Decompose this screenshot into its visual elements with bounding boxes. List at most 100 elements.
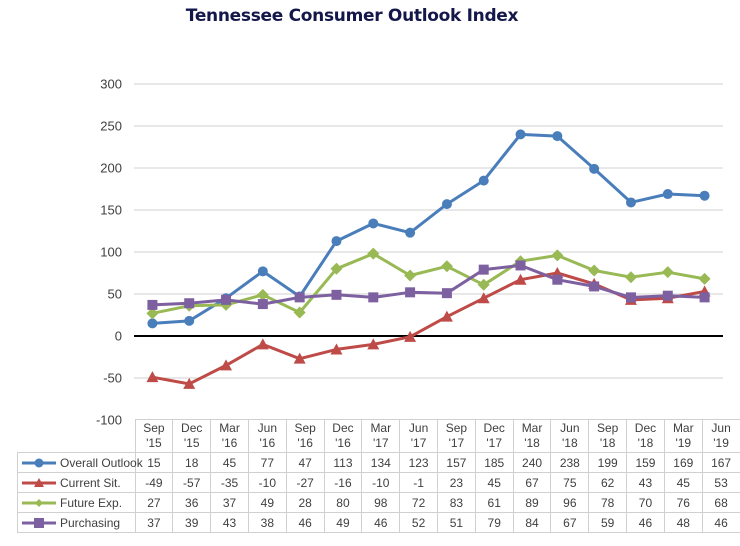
data-point-future-exp [477, 278, 490, 291]
data-point-future-exp [698, 272, 711, 285]
y-tick-label: -50 [103, 371, 122, 386]
data-label: 96 [550, 492, 590, 513]
data-label: 37 [134, 512, 174, 533]
x-tick-label: Mar '19 [663, 419, 703, 453]
y-tick-label: 150 [100, 203, 122, 218]
data-point-purchasing [478, 264, 489, 275]
data-point-future-exp [404, 269, 417, 282]
x-tick-year: '16 [259, 436, 276, 450]
legend-entry: Purchasing [17, 512, 136, 533]
data-label: 49 [323, 512, 363, 533]
x-tick-year: '15 [146, 436, 162, 450]
chart-title: Tennessee Consumer Outlook Index [185, 6, 519, 26]
series-line-overall-outlook [152, 132, 705, 325]
data-label: 62 [588, 472, 628, 493]
data-label: 18 [172, 452, 212, 473]
data-label: 123 [399, 452, 438, 473]
data-label: 28 [285, 492, 325, 513]
x-tick-year: '17 [372, 436, 389, 450]
data-label: 48 [663, 512, 703, 533]
data-label: 36 [172, 492, 212, 513]
x-tick-month: Dec [332, 421, 354, 435]
legend-label: Current Sit. [60, 475, 121, 490]
data-point-overall-outlook [515, 129, 526, 140]
y-tick-label: 100 [100, 245, 122, 260]
data-point-purchasing [184, 298, 195, 309]
data-label: 72 [399, 492, 438, 513]
series-line-future-exp [152, 252, 705, 315]
data-point-current-sit [183, 377, 196, 389]
x-tick-month: Dec [483, 421, 505, 435]
data-label: 185 [474, 452, 514, 473]
data-label: 80 [323, 492, 363, 513]
x-tick-month: Jun [408, 421, 429, 435]
table-header-row: Sep '15 Dec '15 Mar '16 Jun '16 Sep '16 Dec '16 Mar '… [18, 419, 740, 453]
data-label: 46 [701, 512, 740, 533]
data-label: 76 [663, 492, 703, 513]
x-tick-label: Jun '17 [399, 419, 438, 453]
data-label: 169 [663, 452, 703, 473]
x-tick-label: Dec '18 [626, 419, 665, 453]
data-point-purchasing [147, 299, 158, 310]
x-tick-month: Dec [634, 421, 657, 435]
data-label: 37 [210, 492, 249, 513]
legend-entry: Current Sit. [17, 472, 136, 493]
data-label: 70 [626, 492, 665, 513]
x-tick-month: Jun [711, 421, 731, 435]
x-tick-label: Dec '15 [172, 419, 212, 453]
legend-marker [34, 478, 44, 488]
data-label: 53 [701, 472, 740, 493]
data-label: 45 [210, 452, 249, 473]
data-label: 78 [588, 492, 628, 513]
data-point-current-sit [477, 292, 490, 304]
data-label: 46 [626, 512, 665, 533]
x-tick-month: Sep [445, 421, 468, 435]
gridlines [134, 83, 723, 379]
data-label: 98 [361, 492, 401, 513]
x-tick-label: Jun '16 [247, 419, 287, 453]
legend-label: Purchasing [60, 515, 121, 530]
data-label: -35 [210, 472, 249, 493]
legend-label: Overall Outlook [60, 455, 143, 470]
x-tick-year: '16 [297, 436, 313, 450]
y-axis-ticks: -100 -50 0 50 100 150 200 250 300 [96, 77, 122, 428]
x-tick-year: '17 [410, 436, 427, 450]
data-point-purchasing [257, 299, 268, 310]
x-tick-year: '15 [183, 436, 200, 450]
legend-entry: Future Exp. [17, 492, 136, 513]
data-point-overall-outlook [441, 199, 452, 210]
x-tick-month: Mar [672, 421, 694, 435]
data-point-purchasing [662, 290, 673, 301]
x-tick-year: '17 [448, 436, 465, 450]
data-point-purchasing [294, 292, 305, 303]
data-point-overall-outlook [478, 175, 489, 186]
legend-key-square-icon [22, 518, 56, 529]
data-point-current-sit [220, 359, 233, 371]
data-point-overall-outlook [699, 190, 710, 201]
x-tick-year: '19 [713, 436, 729, 450]
data-label: 51 [437, 512, 476, 533]
data-label: 75 [550, 472, 590, 493]
data-label: 45 [663, 472, 703, 493]
data-point-purchasing [589, 281, 600, 292]
x-tick-label: Jun '18 [550, 419, 590, 453]
x-tick-month: Jun [257, 421, 278, 435]
data-point-overall-outlook [331, 236, 342, 247]
legend-key-diamond-icon [22, 499, 56, 508]
series-line-purchasing [152, 263, 705, 307]
data-point-future-exp [440, 260, 453, 273]
x-tick-label: Dec '16 [323, 419, 363, 453]
data-point-current-sit [146, 371, 159, 383]
data-label: 113 [323, 452, 363, 473]
data-label: -10 [361, 472, 401, 493]
data-label: 23 [437, 472, 476, 493]
x-tick-month: Sep [294, 421, 316, 435]
x-tick-year: '19 [675, 436, 692, 450]
y-tick-label: 250 [100, 119, 122, 134]
data-point-current-sit [514, 273, 527, 285]
x-tick-label: Mar '17 [361, 419, 401, 453]
x-tick-month: Mar [521, 421, 543, 435]
data-label: 134 [361, 452, 401, 473]
data-point-overall-outlook [589, 163, 600, 174]
x-tick-label: Sep '17 [437, 419, 476, 453]
